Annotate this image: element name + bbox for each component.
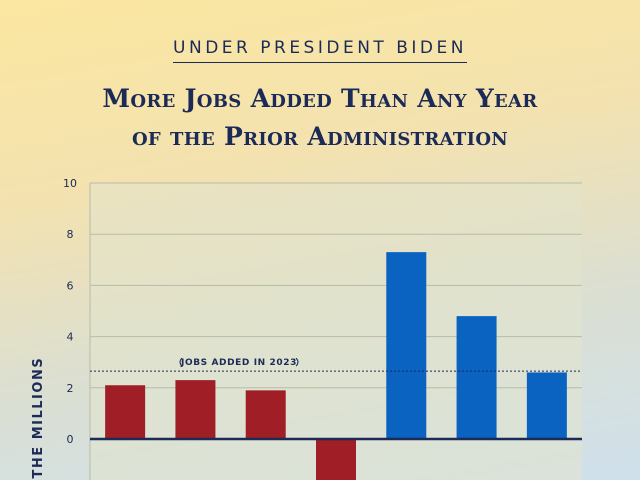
bar-3	[245, 390, 286, 439]
bar-6	[456, 316, 497, 439]
y-tick-label: 8	[67, 228, 74, 241]
title-line-2: of the Prior Administration	[131, 122, 509, 151]
bar-2	[175, 380, 216, 439]
bar-1	[105, 385, 146, 439]
plot-area	[90, 183, 582, 480]
y-tick-label: 0	[67, 433, 74, 446]
y-tick-label: 10	[63, 177, 77, 190]
kicker-text: UNDER PRESIDENT BIDEN	[173, 38, 467, 63]
annotation-bracket-right	[295, 357, 299, 367]
y-axis-label: IN THE MILLIONS	[31, 357, 46, 480]
annotation-bracket-left	[179, 357, 183, 367]
bar-4	[316, 439, 356, 480]
bar-7	[526, 372, 567, 439]
y-tick-label: 2	[67, 382, 74, 395]
bar-5	[386, 252, 427, 439]
title-line-1: More Jobs Added Than Any Year	[102, 84, 538, 113]
y-tick-label: 6	[67, 279, 74, 292]
reference-line-label: JOBS ADDED IN 2023	[180, 358, 297, 368]
y-tick-label: 4	[67, 331, 74, 344]
chart-title: More Jobs Added Than Any Year of the Pri…	[0, 80, 640, 156]
kicker-heading: UNDER PRESIDENT BIDEN	[0, 38, 640, 63]
